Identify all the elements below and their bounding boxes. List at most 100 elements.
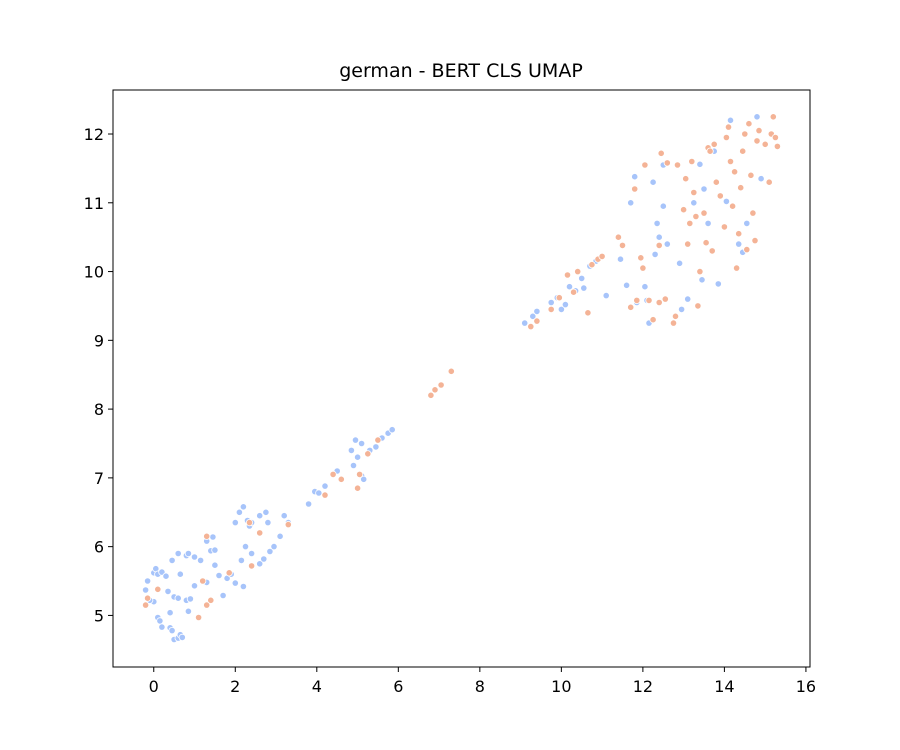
scatter-point xyxy=(260,555,268,563)
y-tick-label: 9 xyxy=(94,331,104,350)
scatter-point xyxy=(215,571,223,580)
scatter-point xyxy=(749,209,757,217)
scatter-point xyxy=(722,197,731,205)
scatter-point xyxy=(724,123,733,131)
scatter-point xyxy=(714,280,722,288)
scatter-point xyxy=(682,175,690,183)
scatter-point xyxy=(168,626,176,635)
scatter-point xyxy=(533,317,541,325)
scatter-point xyxy=(195,613,203,622)
scatter-point xyxy=(735,240,743,248)
scatter-point xyxy=(627,303,635,311)
scatter-point xyxy=(563,271,572,279)
plot-frame xyxy=(112,89,811,668)
scatter-point xyxy=(315,489,323,497)
scatter-point xyxy=(357,439,366,448)
scatter-point xyxy=(248,549,256,558)
scatter-point xyxy=(661,295,669,303)
scatter-point xyxy=(569,288,578,296)
y-tick-label: 12 xyxy=(84,125,104,144)
scatter-point xyxy=(256,512,264,520)
scatter-point xyxy=(284,520,292,529)
scatter-point xyxy=(360,475,368,483)
scatter-point xyxy=(757,175,765,183)
scatter-point xyxy=(710,140,718,148)
scatter-point xyxy=(211,561,219,569)
scatter-point xyxy=(168,556,176,565)
scatter-point xyxy=(637,254,645,262)
scatter-point xyxy=(353,484,362,492)
scatter-point xyxy=(712,178,720,186)
scatter-point xyxy=(241,542,250,551)
scatter-point xyxy=(618,241,627,249)
x-tick-label: 6 xyxy=(393,677,403,696)
scatter-point xyxy=(154,585,162,593)
scatter-point xyxy=(761,140,769,148)
y-tick-label: 8 xyxy=(94,400,104,419)
scatter-point xyxy=(527,322,535,331)
scatter-point xyxy=(706,147,714,155)
y-tick-label: 5 xyxy=(94,606,104,625)
scatter-point xyxy=(598,252,606,260)
scatter-point xyxy=(347,446,355,454)
scatter-point xyxy=(677,305,686,313)
scatter-point xyxy=(686,219,694,227)
x-tick-label: 2 xyxy=(230,677,240,696)
scatter-point xyxy=(225,569,233,577)
scatter-point xyxy=(655,241,663,249)
scatter-point xyxy=(239,582,247,591)
scatter-point xyxy=(351,436,360,444)
scatter-point xyxy=(673,161,682,169)
scatter-point xyxy=(602,291,610,300)
scatter-point xyxy=(184,549,192,558)
scatter-point xyxy=(203,601,211,609)
scatter-point xyxy=(679,206,688,214)
scatter-point xyxy=(239,503,247,511)
scatter-point xyxy=(144,577,152,585)
scatter-point xyxy=(219,591,227,600)
scatter-point xyxy=(690,199,698,207)
scatter-point xyxy=(704,219,712,227)
scatter-point xyxy=(337,475,345,483)
scatter-point xyxy=(584,309,592,317)
x-tick-label: 10 xyxy=(551,677,571,696)
scatter-point xyxy=(280,512,288,520)
scatter-point xyxy=(329,470,337,478)
scatter-point xyxy=(580,284,588,292)
scatter-point xyxy=(231,579,239,587)
chart-title: german - BERT CLS UMAP xyxy=(339,60,583,82)
scatter-point xyxy=(743,219,751,227)
scatter-point xyxy=(203,532,211,540)
scatter-point xyxy=(631,173,639,181)
scatter-point xyxy=(690,188,698,197)
scatter-point xyxy=(645,296,653,304)
scatter-point xyxy=(156,617,164,625)
scatter-point xyxy=(190,553,199,561)
y-tick-label: 10 xyxy=(84,263,104,282)
scatter-point xyxy=(374,436,382,444)
scatter-point xyxy=(578,274,586,282)
scatter-point xyxy=(639,264,647,272)
scatter-point xyxy=(663,240,671,248)
scatter-point xyxy=(245,518,254,527)
scatter-point xyxy=(574,267,582,276)
scatter-point xyxy=(614,233,623,241)
scatter-point xyxy=(372,443,380,451)
scatter-point xyxy=(669,319,678,327)
scatter-point xyxy=(716,192,724,200)
scatter-point xyxy=(266,547,274,556)
scatter-point xyxy=(728,202,737,210)
scatter-point xyxy=(765,178,773,186)
scatter-point xyxy=(753,113,761,121)
scatter-point xyxy=(653,219,661,227)
scatter-point xyxy=(698,276,706,284)
scatter-point xyxy=(722,133,731,142)
scatter-point xyxy=(588,261,596,269)
x-tick-label: 4 xyxy=(312,677,322,696)
scatter-point xyxy=(431,386,439,394)
scatter-point xyxy=(726,116,735,124)
scatter-point xyxy=(256,529,264,537)
scatter-point xyxy=(692,212,700,221)
scatter-point xyxy=(649,178,657,186)
